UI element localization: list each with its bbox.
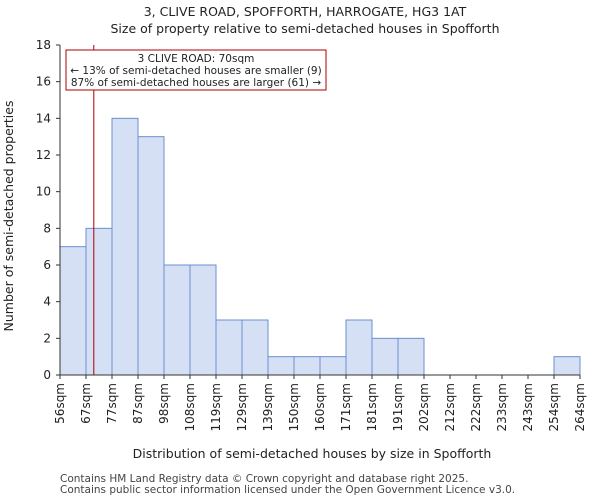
histogram-bar [267, 356, 295, 376]
histogram-bar [241, 319, 269, 376]
y-tick-label: 18 [36, 38, 51, 52]
y-tick-label: 14 [36, 111, 51, 125]
y-axis-title: Number of semi-detached properties [1, 101, 16, 332]
x-tick-label: 98sqm [157, 383, 171, 424]
y-tick-label: 2 [43, 331, 51, 345]
histogram-bar [319, 356, 347, 376]
x-tick-label: 181sqm [365, 383, 379, 431]
annotation-box: 3 CLIVE ROAD: 70sqm ← 13% of semi-detach… [65, 49, 327, 91]
y-tick-label: 10 [36, 185, 51, 199]
x-tick-label: 222sqm [469, 383, 483, 431]
footer-line-2: Contains public sector information licen… [60, 484, 516, 496]
x-tick-label: 87sqm [131, 383, 145, 424]
annotation-line-3: 87% of semi-detached houses are larger (… [71, 77, 322, 89]
y-tick-label: 4 [43, 295, 51, 309]
chart-title-line-2: Size of property relative to semi-detach… [110, 21, 499, 36]
histogram-bar [345, 319, 373, 376]
y-tick-label: 0 [43, 368, 51, 382]
x-tick-label: 108sqm [183, 383, 197, 431]
histogram-bar [553, 356, 581, 376]
x-tick-label: 202sqm [417, 383, 431, 431]
x-tick-label: 243sqm [521, 383, 535, 431]
annotation-line-1: 3 CLIVE ROAD: 70sqm [138, 53, 255, 65]
histogram-bar [137, 136, 165, 376]
histogram-bar [215, 319, 243, 376]
x-tick-label: 264sqm [573, 383, 587, 431]
footer-line-1: Contains HM Land Registry data © Crown c… [60, 473, 469, 485]
histogram-bar [59, 246, 87, 376]
histogram-bar [85, 227, 113, 376]
y-tick-label: 12 [36, 148, 51, 162]
y-tick-label: 16 [36, 75, 51, 89]
chart-title-line-1: 3, CLIVE ROAD, SPOFFORTH, HARROGATE, HG3… [144, 4, 467, 19]
x-tick-label: 119sqm [209, 383, 223, 431]
histogram-bar [397, 337, 425, 376]
histogram-bar [189, 264, 217, 376]
x-axis-title: Distribution of semi-detached houses by … [133, 446, 492, 461]
annotation-line-2: ← 13% of semi-detached houses are smalle… [70, 65, 321, 77]
y-tick-label: 8 [43, 221, 51, 235]
histogram-bar [163, 264, 191, 376]
x-tick-label: 212sqm [443, 383, 457, 431]
x-tick-label: 160sqm [313, 383, 327, 431]
histogram-bar [293, 356, 321, 376]
x-tick-label: 150sqm [287, 383, 301, 431]
x-tick-label: 139sqm [261, 383, 275, 431]
x-tick-label: 254sqm [547, 383, 561, 431]
bars-group [59, 117, 581, 376]
x-tick-label: 129sqm [235, 383, 249, 431]
y-tick-label: 6 [43, 258, 51, 272]
histogram-bar [371, 337, 399, 376]
histogram-bar [111, 117, 139, 376]
x-tick-label: 77sqm [105, 383, 119, 424]
x-tick-label: 67sqm [79, 383, 93, 424]
annotation-frame [65, 49, 327, 91]
x-tick-label: 233sqm [495, 383, 509, 431]
x-tick-label: 171sqm [339, 383, 353, 431]
x-tick-label: 56sqm [53, 383, 67, 424]
y-axis: 0 2 4 6 8 10 12 14 16 18 [36, 38, 61, 382]
x-tick-label: 191sqm [391, 383, 405, 431]
x-axis: 56sqm 67sqm 77sqm 87sqm 98sqm 108sqm 119sqm 129… [53, 374, 587, 431]
